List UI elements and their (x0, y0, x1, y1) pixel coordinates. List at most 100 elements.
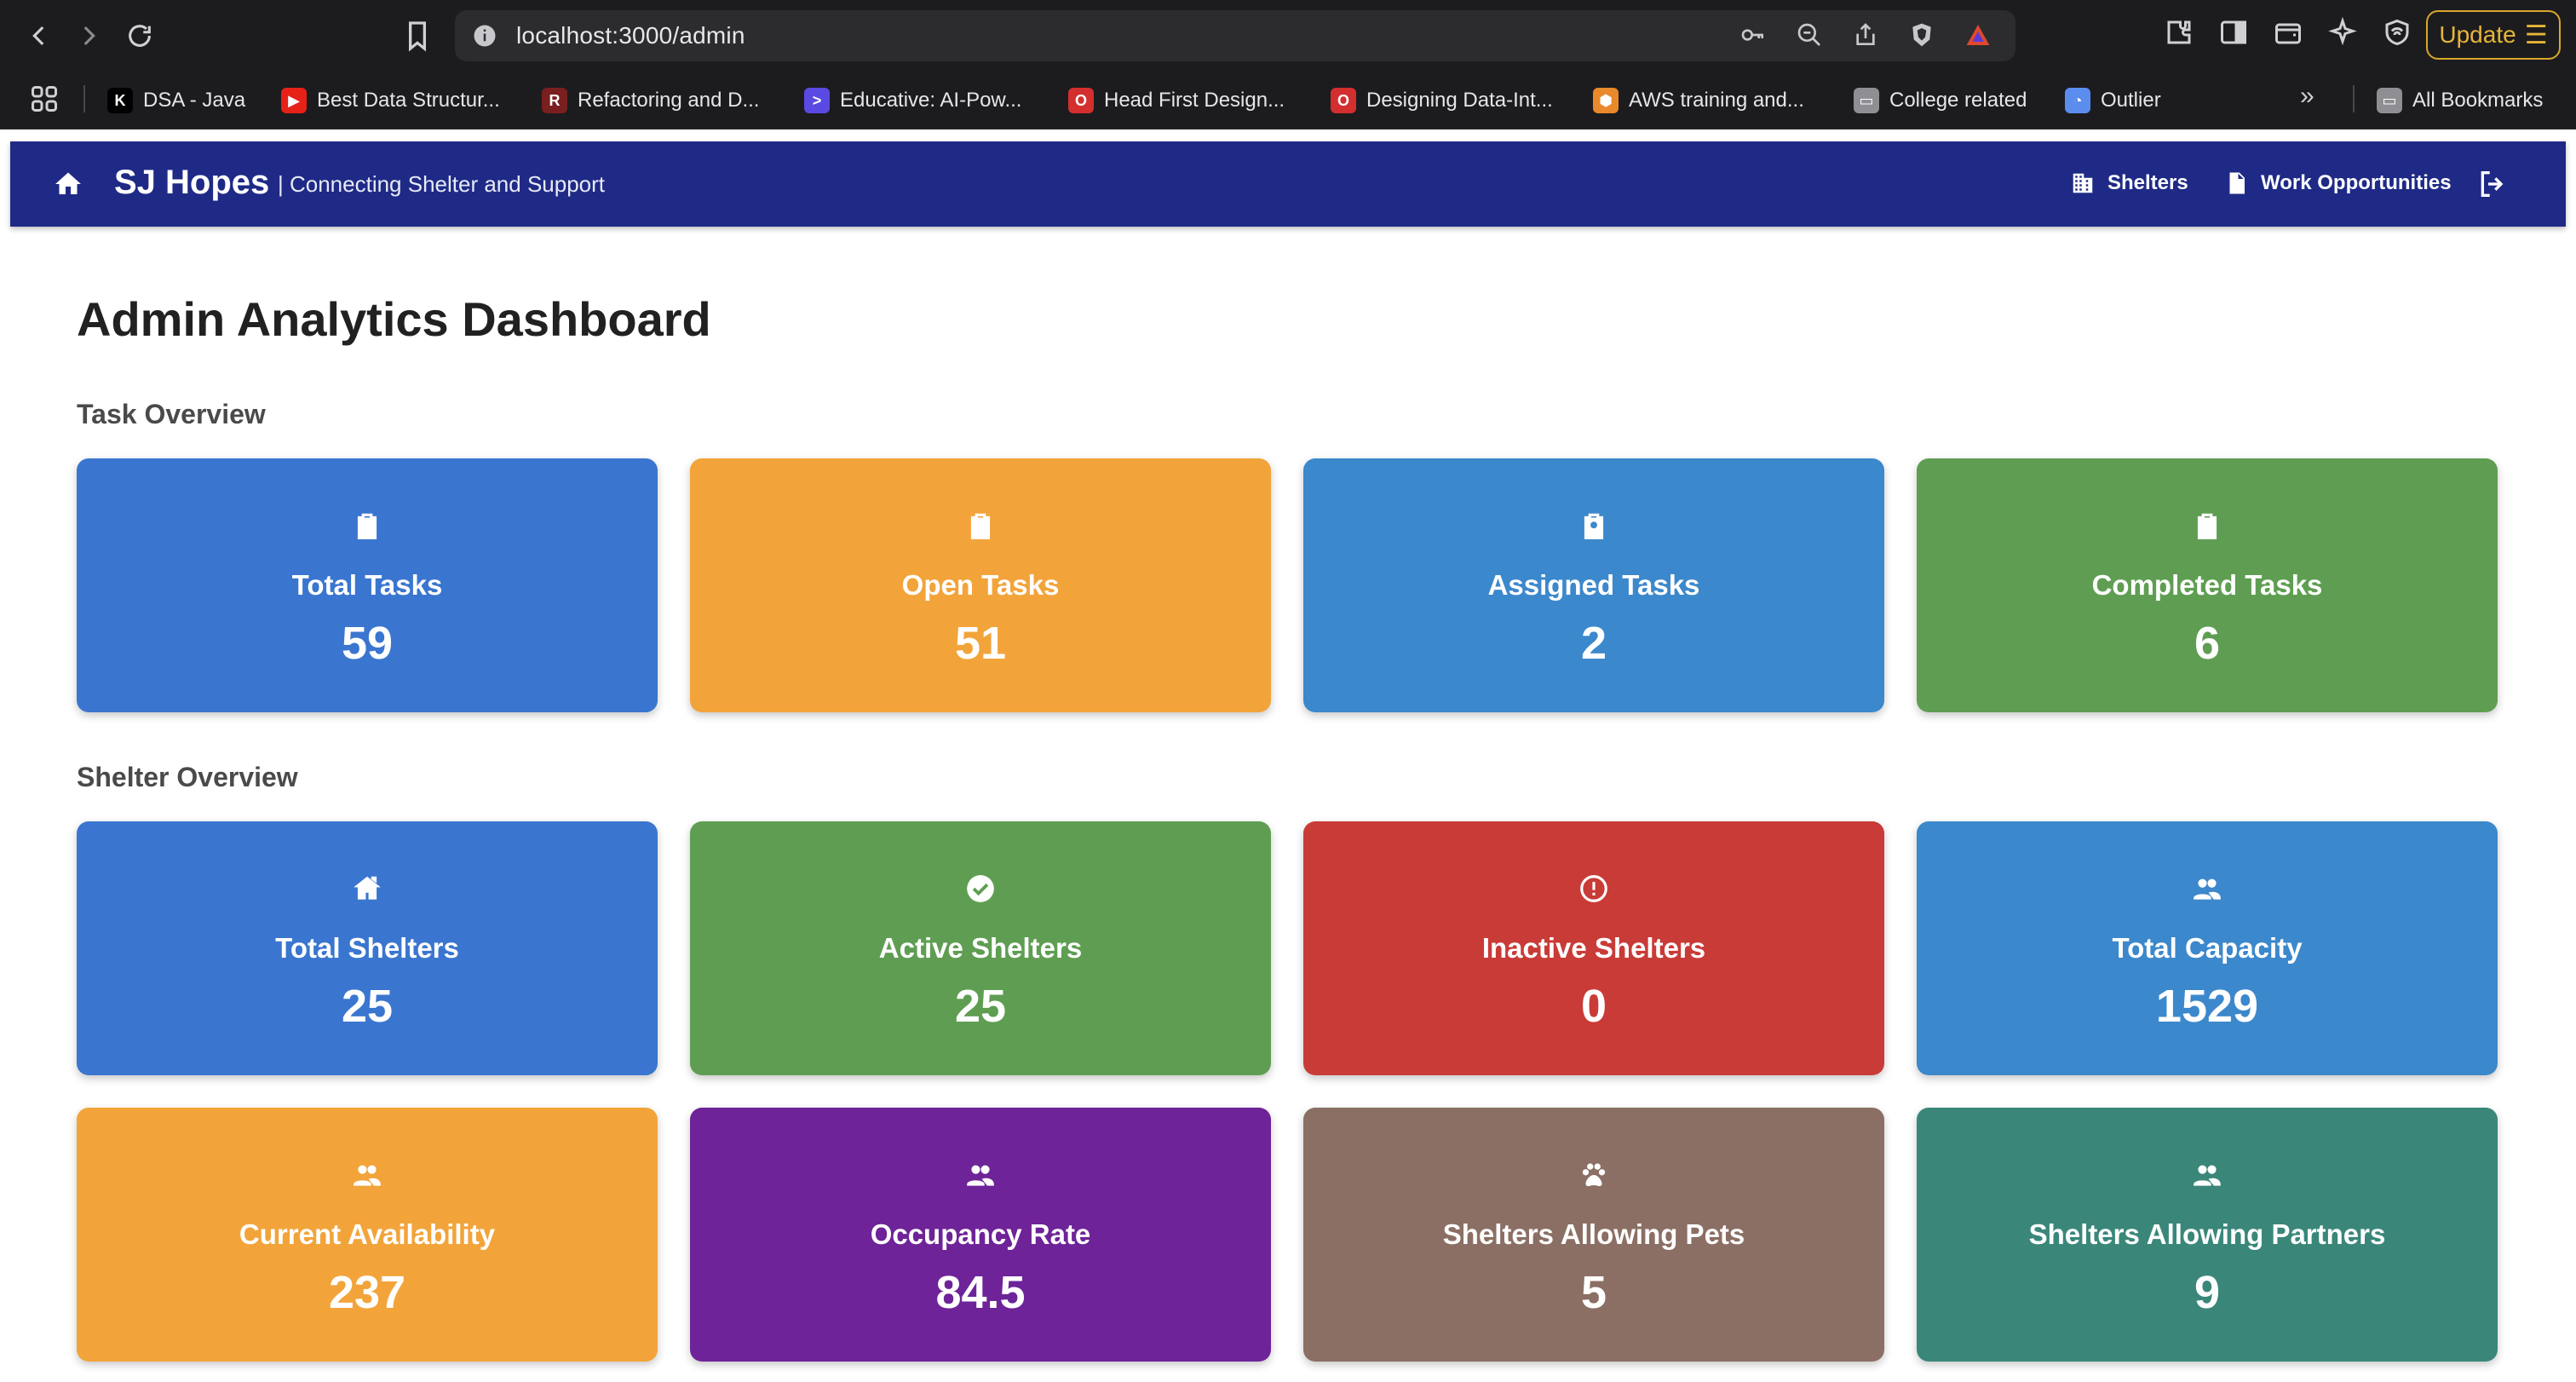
stat-label: Inactive Shelters (1481, 932, 1706, 964)
bookmark-item[interactable]: R Refactoring and D... (542, 81, 759, 120)
bookmark-favicon-icon: ⬢ (1593, 88, 1619, 113)
shelter-overview-heading: Shelter Overview (77, 762, 298, 792)
stat-card[interactable]: Current Availability 237 (77, 1108, 658, 1362)
home-icon[interactable] (53, 169, 83, 199)
bookmark-item[interactable]: O Designing Data-Int... (1331, 81, 1553, 120)
bookmark-label: Designing Data-Int... (1366, 89, 1553, 112)
stat-card[interactable]: Total Shelters 25 (77, 821, 658, 1075)
stat-card[interactable]: Active Shelters 25 (690, 821, 1271, 1075)
stat-value: 237 (328, 1267, 406, 1318)
ai-sparkle-icon[interactable] (2327, 16, 2358, 52)
reload-icon[interactable] (119, 15, 160, 56)
update-label: Update (2439, 21, 2516, 48)
stat-value: 25 (954, 981, 1007, 1032)
forward-icon[interactable] (68, 15, 109, 56)
bookmark-favicon-icon: O (1068, 88, 1094, 113)
nav-work-opportunities[interactable]: Work Opportunities (2223, 170, 2452, 196)
all-bookmarks-label: All Bookmarks (2412, 89, 2544, 112)
brand-title[interactable]: SJ Hopes (114, 164, 270, 201)
document-icon (2229, 172, 2245, 194)
stat-value: 0 (1580, 981, 1607, 1032)
page-title: Admin Analytics Dashboard (77, 292, 711, 346)
bookmark-item[interactable]: > Educative: AI-Pow... (804, 81, 1021, 120)
site-info-icon[interactable] (472, 23, 497, 49)
stat-value: 1529 (2155, 981, 2259, 1032)
bookmark-label: Refactoring and D... (578, 89, 760, 112)
task-overview-heading: Task Overview (77, 399, 266, 429)
clipboard-person-icon (1578, 510, 1610, 542)
check-circle-icon (964, 872, 997, 905)
stat-label: Total Capacity (2112, 932, 2303, 964)
stat-card[interactable]: Assigned Tasks 2 (1303, 458, 1884, 712)
bookmark-item[interactable]: K DSA - Java (107, 81, 245, 120)
bookmark-label: DSA - Java (143, 89, 246, 112)
stat-label: Assigned Tasks (1487, 569, 1700, 601)
house-icon (351, 872, 383, 905)
share-icon[interactable] (1852, 21, 1879, 53)
bookmark-item[interactable]: ◔ Outlier (2065, 81, 2161, 120)
nav-shelters-label: Shelters (2107, 171, 2188, 194)
stat-label: Open Tasks (901, 569, 1060, 601)
apps-grid-icon[interactable] (29, 83, 60, 114)
stat-label: Completed Tasks (2091, 569, 2323, 601)
bookmark-item[interactable]: O Head First Design... (1068, 81, 1285, 120)
bookmark-favicon-icon: ▭ (1854, 88, 1879, 113)
stat-card[interactable]: Total Capacity 1529 (1917, 821, 2498, 1075)
stat-value: 2 (1580, 618, 1607, 669)
stat-card[interactable]: Inactive Shelters 0 (1303, 821, 1884, 1075)
bookmark-label: Educative: AI-Pow... (840, 89, 1022, 112)
bookmark-label: Head First Design... (1104, 89, 1285, 112)
vpn-icon[interactable] (2382, 17, 2412, 52)
bookmark-label: Outlier (2101, 89, 2161, 112)
stat-label: Total Tasks (291, 569, 443, 601)
stat-value: 5 (1580, 1267, 1607, 1318)
people-icon (964, 1159, 997, 1191)
stat-value: 9 (2194, 1267, 2221, 1318)
stat-label: Occupancy Rate (870, 1218, 1091, 1250)
nav-shelters[interactable]: Shelters (2070, 170, 2188, 196)
bookmark-item[interactable]: ▶ Best Data Structur... (281, 81, 500, 120)
update-button[interactable]: Update ☰ (2426, 10, 2561, 60)
brave-shield-icon[interactable] (1908, 21, 1935, 53)
people-icon (2191, 872, 2223, 905)
stat-card[interactable]: Completed Tasks 6 (1917, 458, 2498, 712)
stat-label: Shelters Allowing Partners (2028, 1218, 2386, 1250)
bookmark-favicon-icon: R (542, 88, 567, 113)
back-icon[interactable] (19, 15, 60, 56)
brave-rewards-icon[interactable] (1964, 21, 1992, 53)
more-bookmarks-icon[interactable]: » (2300, 82, 2314, 110)
people-icon (2191, 1159, 2223, 1191)
bookmark-label: College related (1889, 89, 2027, 112)
sidebar-icon[interactable] (2218, 17, 2249, 52)
url-text[interactable]: localhost:3000/admin (516, 22, 745, 49)
stat-label: Current Availability (239, 1218, 496, 1250)
browser-toolbar: localhost:3000/admin Update ☰ (0, 0, 2576, 72)
building-icon (2073, 173, 2093, 193)
stat-card[interactable]: Shelters Allowing Partners 9 (1917, 1108, 2498, 1362)
tagline: | Connecting Shelter and Support (278, 171, 606, 197)
zoom-icon[interactable] (1796, 21, 1823, 53)
app-header: SJ Hopes | Connecting Shelter and Suppor… (10, 141, 2566, 227)
stat-card[interactable]: Open Tasks 51 (690, 458, 1271, 712)
bookmark-favicon-icon: ◔ (2065, 88, 2090, 113)
stat-label: Total Shelters (275, 932, 459, 964)
extensions-icon[interactable] (2164, 17, 2194, 52)
clipboard-check-icon (2191, 510, 2223, 542)
stat-value: 6 (2194, 618, 2221, 669)
bookmark-item[interactable]: ⬢ AWS training and... (1593, 81, 1804, 120)
bookmark-item[interactable]: ▭ College related (1854, 81, 2027, 120)
clipboard-alert-icon (964, 510, 997, 542)
key-icon[interactable] (1739, 21, 1767, 53)
divider (83, 85, 85, 112)
bookmark-label: Best Data Structur... (317, 89, 500, 112)
wallet-icon[interactable] (2273, 17, 2303, 52)
address-bar[interactable]: localhost:3000/admin (455, 10, 2015, 61)
all-bookmarks[interactable]: ▭ All Bookmarks (2377, 81, 2543, 120)
stat-value: 84.5 (935, 1267, 1026, 1318)
stat-card[interactable]: Occupancy Rate 84.5 (690, 1108, 1271, 1362)
stat-card[interactable]: Shelters Allowing Pets 5 (1303, 1108, 1884, 1362)
logout-icon[interactable] (2475, 167, 2510, 201)
stat-label: Active Shelters (878, 932, 1083, 964)
bookmark-page-icon[interactable] (400, 19, 434, 53)
stat-card[interactable]: Total Tasks 59 (77, 458, 658, 712)
